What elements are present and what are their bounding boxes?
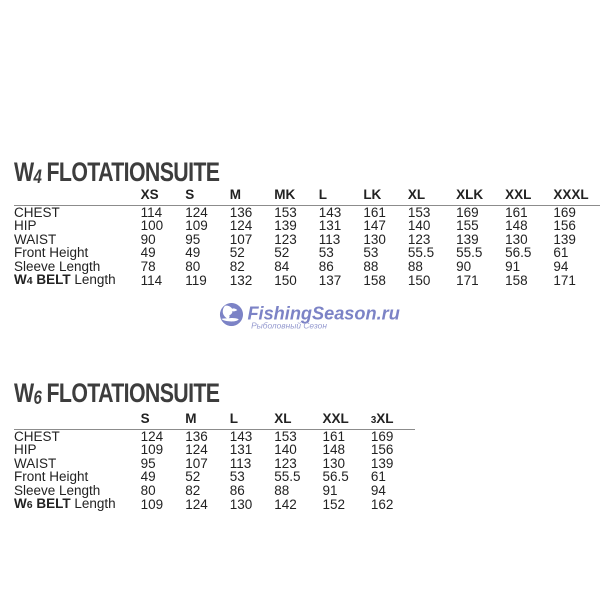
- svg-text:Рыболовный Сезон: Рыболовный Сезон: [251, 321, 327, 331]
